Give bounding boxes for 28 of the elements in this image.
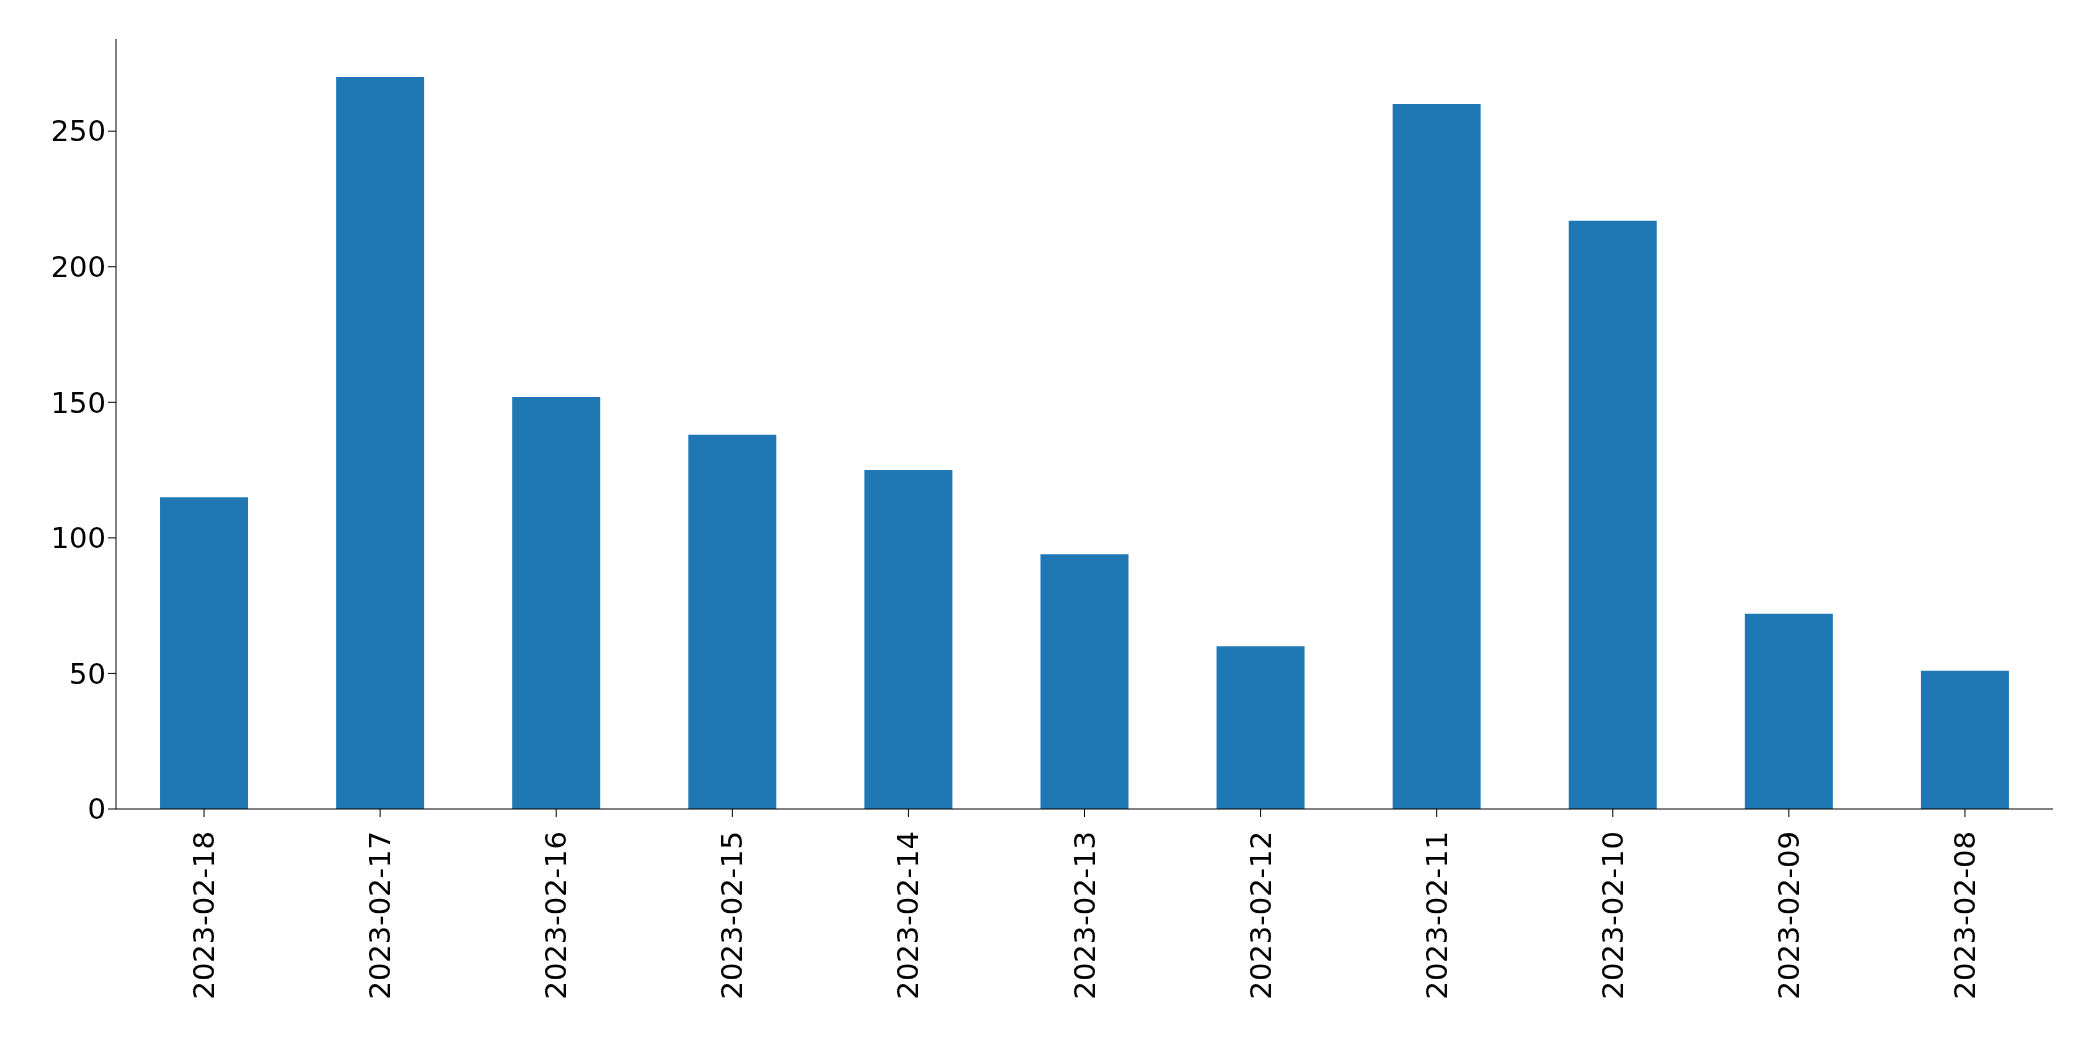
bar bbox=[688, 434, 777, 809]
bar bbox=[1392, 104, 1481, 809]
y-tick-label: 200 bbox=[50, 250, 106, 285]
bar bbox=[336, 76, 425, 809]
x-tick-label: 2023-02-17 bbox=[363, 831, 398, 1000]
x-tick-label: 2023-02-08 bbox=[1947, 831, 1982, 1000]
x-tick-label: 2023-02-16 bbox=[539, 831, 574, 1000]
x-tick-label: 2023-02-11 bbox=[1419, 831, 1454, 1000]
bar bbox=[1568, 220, 1657, 809]
bar bbox=[1920, 670, 2009, 809]
bar bbox=[1744, 613, 1833, 809]
x-tick-label: 2023-02-13 bbox=[1067, 831, 1102, 1000]
bar bbox=[160, 497, 249, 809]
y-tick-label: 100 bbox=[50, 521, 106, 556]
y-tick-label: 50 bbox=[69, 656, 106, 691]
y-tick-label: 0 bbox=[87, 792, 106, 827]
x-tick-label: 2023-02-14 bbox=[891, 831, 926, 1000]
bar bbox=[1216, 646, 1305, 809]
y-tick-label: 150 bbox=[50, 385, 106, 420]
bar bbox=[864, 470, 953, 809]
x-tick-label: 2023-02-12 bbox=[1243, 831, 1278, 1000]
x-tick-label: 2023-02-10 bbox=[1595, 831, 1630, 1000]
bar bbox=[1040, 554, 1129, 809]
x-tick-label: 2023-02-09 bbox=[1771, 831, 1806, 1000]
bar bbox=[512, 396, 601, 809]
x-tick-label: 2023-02-15 bbox=[715, 831, 750, 1000]
y-tick-label: 250 bbox=[50, 114, 106, 149]
x-tick-label: 2023-02-18 bbox=[187, 831, 222, 1000]
